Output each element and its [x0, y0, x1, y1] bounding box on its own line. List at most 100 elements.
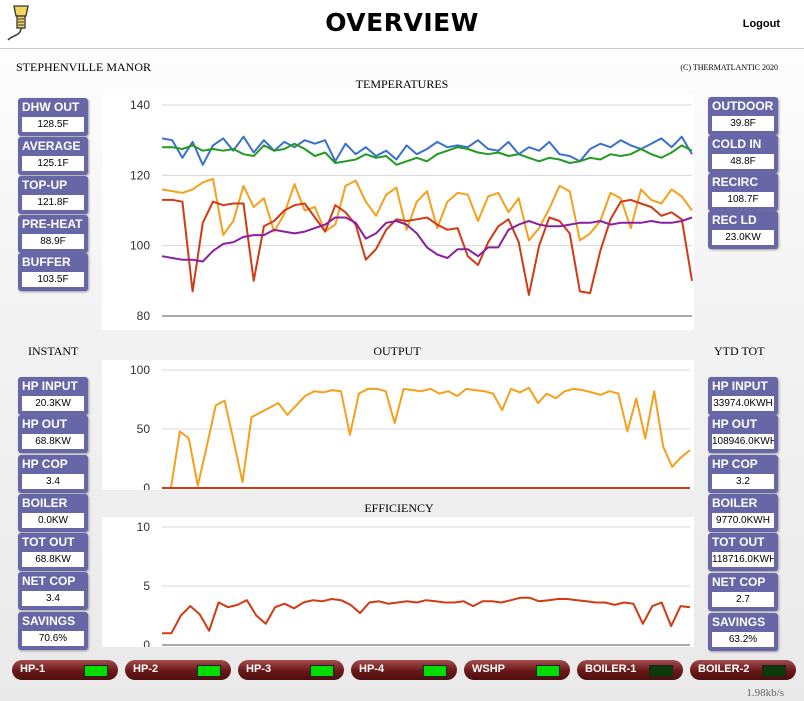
device-label: HP-4	[359, 663, 385, 675]
tile-instant-tot-out: TOT OUT 68.8KW	[18, 533, 88, 571]
tile-ytd-hp-out: HP OUT 108946.0KWH	[708, 415, 778, 453]
device-hp-1-button[interactable]: HP-1	[12, 660, 118, 680]
tile-label: SAVINGS	[22, 614, 76, 628]
tile-cold-in: COLD IN 48.8F	[708, 135, 778, 173]
plot-background	[102, 360, 694, 490]
device-label: HP-3	[246, 663, 272, 675]
y-tick-label: 100	[130, 239, 150, 253]
tile-top-up: TOP-UP 121.8F	[18, 176, 88, 214]
tile-instant-boiler: BOILER 0.0KW	[18, 494, 88, 532]
device-label: HP-1	[20, 663, 46, 675]
tile-value: 68.8KW	[22, 552, 84, 567]
y-tick-label: 10	[137, 520, 151, 534]
tile-label: HP COP	[712, 457, 758, 471]
tile-label: HP COP	[22, 457, 68, 471]
device-label: BOILER-1	[585, 663, 637, 675]
tile-label: PRE-HEAT	[22, 217, 83, 231]
tile-label: TOT OUT	[22, 535, 75, 549]
tile-value: 0.0KW	[22, 513, 84, 528]
tile-value: 128.5F	[22, 117, 84, 132]
series-line-1	[162, 142, 693, 166]
device-hp-3-button[interactable]: HP-3	[238, 660, 344, 680]
tile-label: AVERAGE	[22, 139, 81, 153]
device-wshp-button[interactable]: WSHP	[464, 660, 570, 680]
tile-value: 70.6%	[22, 631, 84, 646]
tile-value: 63.2%	[712, 632, 774, 647]
y-tick-label: 50	[137, 422, 151, 436]
tile-value: 9770.0KWH	[712, 513, 774, 528]
device-hp-2-button[interactable]: HP-2	[125, 660, 231, 680]
tile-value: 108.7F	[712, 192, 774, 207]
tile-rec-ld: REC LD 23.0KW	[708, 211, 778, 249]
tile-label: NET COP	[22, 574, 76, 588]
site-name: STEPHENVILLE MANOR	[16, 60, 151, 74]
y-tick-label: 140	[130, 98, 150, 112]
tile-average: AVERAGE 125.1F	[18, 137, 88, 175]
status-led-icon	[84, 665, 108, 677]
tile-label: BUFFER	[22, 255, 71, 269]
tile-label: BOILER	[22, 496, 68, 510]
plot-background	[102, 517, 694, 647]
data-rate-text: 1.98kb/s	[746, 687, 784, 699]
tile-value: 3.2	[712, 474, 774, 489]
tile-label: OUTDOOR	[712, 99, 774, 113]
temperatures-heading: TEMPERATURES	[355, 77, 449, 91]
instant-heading: INSTANT	[28, 344, 79, 358]
efficiency-chart: 0 5 10	[102, 517, 694, 647]
status-led-icon	[310, 665, 334, 677]
tile-value: 108946.0KWH	[712, 434, 774, 449]
ytd-heading: YTD TOT	[714, 344, 765, 358]
output-heading: OUTPUT	[373, 344, 421, 358]
device-hp-4-button[interactable]: HP-4	[351, 660, 457, 680]
header-bar: OVERVIEW Logout	[0, 0, 804, 49]
status-led-icon	[762, 665, 786, 677]
tile-recirc: RECIRC 108.7F	[708, 173, 778, 211]
tile-label: HP OUT	[712, 417, 758, 431]
tile-ytd-hp-input: HP INPUT 33974.0KWH	[708, 377, 778, 415]
tile-ytd-boiler: BOILER 9770.0KWH	[708, 494, 778, 532]
status-led-icon	[197, 665, 221, 677]
tile-instant-hp-out: HP OUT 68.8KW	[18, 415, 88, 453]
hand-pump-logo-icon	[4, 2, 38, 47]
y-tick-label: 120	[130, 168, 150, 182]
device-label: HP-2	[133, 663, 159, 675]
tile-label: BOILER	[712, 496, 758, 510]
logout-link[interactable]: Logout	[742, 18, 780, 30]
tile-value: 118716.0KWH	[712, 552, 774, 567]
status-led-icon	[423, 665, 447, 677]
tile-value: 3.4	[22, 474, 84, 489]
tile-label: SAVINGS	[712, 615, 766, 629]
device-boiler-2-button[interactable]: BOILER-2	[690, 660, 796, 680]
tile-label: COLD IN	[712, 137, 762, 151]
device-label: WSHP	[472, 663, 505, 675]
efficiency-heading: EFFICIENCY	[364, 501, 434, 515]
series-line-4	[161, 216, 693, 263]
tile-value: 33974.0KWH	[712, 396, 774, 411]
tile-value: 125.1F	[22, 156, 84, 171]
series-line-3	[162, 198, 693, 296]
tile-pre-heat: PRE-HEAT 88.9F	[18, 215, 88, 253]
tile-label: REC LD	[712, 213, 757, 227]
tile-instant-savings: SAVINGS 70.6%	[18, 612, 88, 650]
tile-dhw-out: DHW OUT 128.5F	[18, 98, 88, 136]
output-chart: 0 50 100	[102, 360, 694, 490]
series-line-0	[161, 135, 693, 166]
temperatures-chart: 80 100 120 140	[102, 94, 694, 330]
series-line-0	[162, 596, 691, 635]
tile-label: HP INPUT	[712, 379, 768, 393]
tile-label: TOT OUT	[712, 535, 765, 549]
tile-value: 103.5F	[22, 272, 84, 287]
status-led-icon	[649, 665, 673, 677]
tile-instant-hp-cop: HP COP 3.4	[18, 455, 88, 493]
tile-label: RECIRC	[712, 175, 759, 189]
tile-value: 121.8F	[22, 195, 84, 210]
y-tick-label: 5	[143, 579, 150, 593]
y-tick-label: 0	[143, 481, 150, 490]
tile-ytd-hp-cop: HP COP 3.2	[708, 455, 778, 493]
tile-instant-net-cop: NET COP 3.4	[18, 572, 88, 610]
device-boiler-1-button[interactable]: BOILER-1	[577, 660, 683, 680]
tile-buffer: BUFFER 103.5F	[18, 253, 88, 291]
y-tick-label: 0	[143, 638, 150, 647]
tile-label: DHW OUT	[22, 100, 80, 114]
tile-value: 23.0KW	[712, 230, 774, 245]
